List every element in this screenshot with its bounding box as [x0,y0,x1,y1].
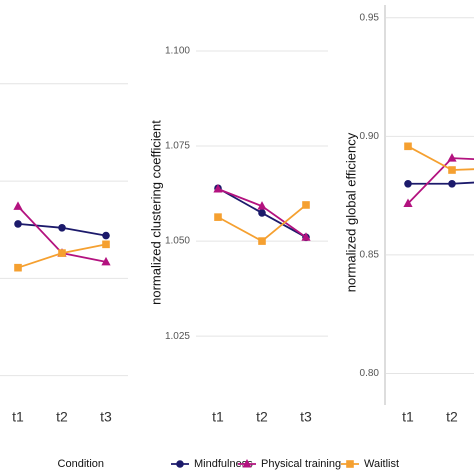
y-tick-label: 1.075 [165,141,190,152]
series-line [408,181,474,185]
y-axis-label: normalized clustering coefficient [148,120,163,305]
legend-label: Physical training [261,458,341,470]
marker [404,142,412,151]
x-tick-label: t2 [56,409,68,425]
y-tick-label: 1.100 [165,46,190,57]
marker [13,201,23,210]
marker [102,231,110,240]
marker [58,249,66,257]
marker [302,201,310,209]
y-tick-label: 1.025 [165,331,190,342]
y-tick-label: 0.80 [360,368,380,379]
marker [448,166,456,174]
legend-title: Condition [58,458,104,470]
y-axis-label: normalized global efficiency [343,132,358,292]
x-tick-label: t2 [256,409,268,425]
marker [242,459,252,468]
marker [213,184,223,193]
x-tick-label: t3 [100,409,112,425]
x-tick-label: t1 [12,409,24,425]
marker [258,209,266,217]
x-tick-label: t2 [446,409,458,425]
marker [346,460,354,468]
legend-label: Mindfulness [194,458,253,470]
marker [404,179,412,188]
marker [257,201,267,210]
marker [14,220,22,228]
x-tick-label: t1 [212,409,224,425]
y-tick-label: 1.050 [165,236,190,247]
x-tick-label: t1 [402,409,414,425]
marker [301,232,311,241]
y-tick-label: 0.90 [360,131,380,142]
marker [176,460,184,468]
x-tick-label: t3 [300,409,312,425]
legend-label: Waitlist [364,458,399,470]
y-tick-label: 0.85 [360,250,380,261]
marker [448,179,456,188]
marker [14,263,22,272]
marker [403,198,413,207]
marker [447,153,457,162]
marker [58,223,66,232]
marker [102,240,110,249]
y-tick-label: 0.95 [360,12,380,23]
marker [258,237,266,245]
marker [214,213,222,221]
marker [101,256,111,266]
